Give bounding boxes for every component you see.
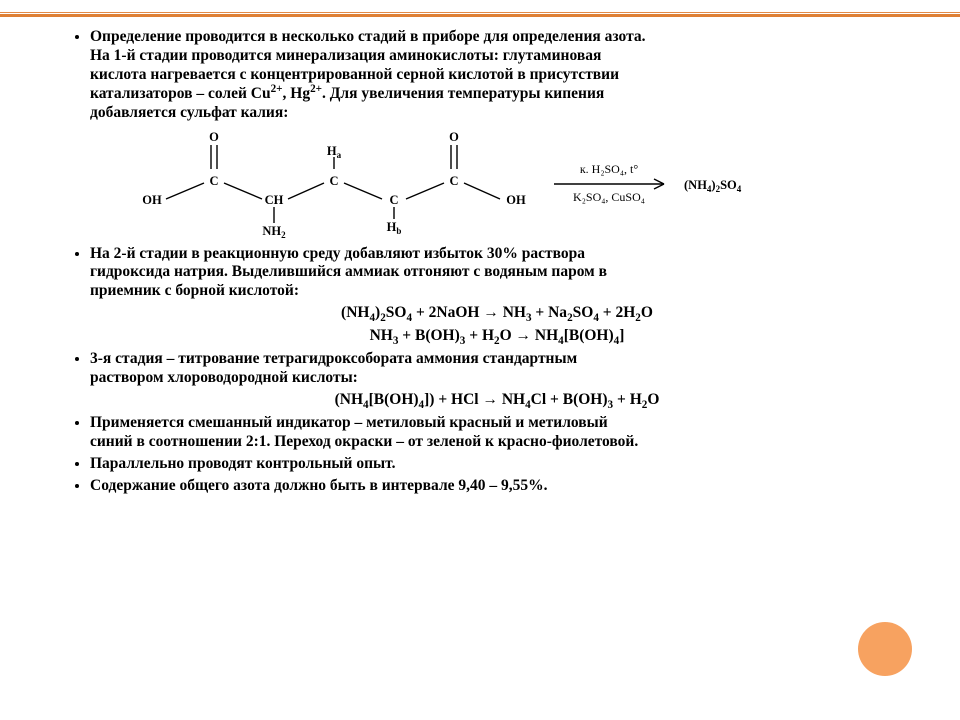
svg-text:O: O: [449, 130, 459, 144]
reaction-scheme: O C OH CH NH2 C Ha C: [124, 129, 904, 239]
svg-text:C: C: [449, 174, 458, 188]
text: На 2-й стадии в реакционную среду добавл…: [90, 245, 585, 262]
svg-text:OH: OH: [506, 193, 526, 207]
bullet-item-4: Применяется смешанный индикатор – метило…: [90, 414, 904, 452]
bullet-item-1: Определение проводится в несколько стади…: [90, 28, 904, 239]
accent-line-thick: [0, 14, 960, 17]
text: кислота нагревается с концентрированной …: [90, 66, 619, 83]
bullet-item-6: Содержание общего азота должно быть в ин…: [90, 477, 904, 496]
svg-text:C: C: [209, 174, 218, 188]
text: Определение проводится в несколько стади…: [90, 28, 646, 45]
text: Содержание общего азота должно быть в ин…: [90, 477, 548, 494]
text: На 1-й стадии проводится минерализация а…: [90, 47, 601, 64]
bullet-list: Определение проводится в несколько стади…: [56, 28, 904, 495]
svg-text:C: C: [329, 174, 338, 188]
bullet-item-2: На 2-й стадии в реакционную среду добавл…: [90, 245, 904, 348]
svg-text:(NH4)2SO4: (NH4)2SO4: [684, 178, 742, 194]
svg-text:к. H₂SO₄, t°: к. H₂SO₄, t°: [580, 162, 639, 176]
chem-structure-svg: O C OH CH NH2 C Ha C: [124, 129, 804, 239]
accent-line-thin: [0, 12, 960, 13]
bullet-item-5: Параллельно проводят контрольный опыт.: [90, 455, 904, 474]
text: добавляется сульфат калия:: [90, 104, 288, 121]
text: синий в соотношении 2:1. Переход окраски…: [90, 433, 638, 450]
equation-3: (NH4[B(OH)4]) + HCl → NH4Cl + B(OH)3 + H…: [90, 390, 904, 411]
svg-text:CH: CH: [265, 193, 284, 207]
svg-text:Ha: Ha: [327, 144, 342, 160]
slide: Определение проводится в несколько стади…: [0, 0, 960, 720]
svg-text:Hb: Hb: [387, 220, 402, 236]
svg-text:NH2: NH2: [262, 224, 286, 239]
text: катализаторов – солей Cu2+, Hg2+. Для ув…: [90, 85, 604, 102]
text: Параллельно проводят контрольный опыт.: [90, 455, 395, 472]
equation-1: (NH4)2SO4 + 2NaOH → NH3 + Na2SO4 + 2H2O: [90, 303, 904, 324]
svg-text:C: C: [389, 193, 398, 207]
text: Применяется смешанный индикатор – метило…: [90, 414, 608, 431]
text: раствором хлороводородной кислоты:: [90, 369, 358, 386]
text: приемник с борной кислотой:: [90, 282, 299, 299]
text: гидроксида натрия. Выделившийся аммиак о…: [90, 263, 607, 280]
equation-2: NH3 + B(OH)3 + H2O → NH4[B(OH)4]: [90, 326, 904, 347]
svg-text:OH: OH: [142, 193, 162, 207]
svg-text:K₂SO₄, CuSO₄: K₂SO₄, CuSO₄: [573, 190, 645, 204]
svg-text:O: O: [209, 130, 219, 144]
bullet-item-3: 3-я стадия – титрование тетрагидроксобор…: [90, 350, 904, 411]
text: 3-я стадия – титрование тетрагидроксобор…: [90, 350, 577, 367]
decor-circle-icon: [858, 622, 912, 676]
